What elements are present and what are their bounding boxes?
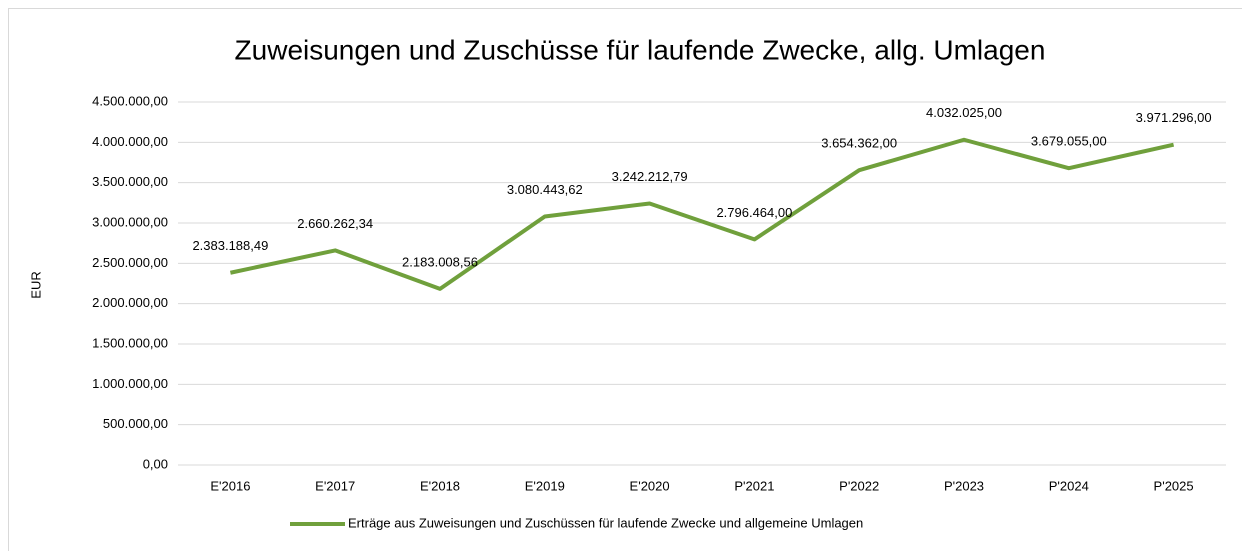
- data-label: 3.654.362,00: [821, 136, 897, 151]
- data-label: 3.971.296,00: [1136, 110, 1212, 125]
- data-label: 2.183.008,56: [402, 254, 478, 269]
- legend-label: Erträge aus Zuweisungen und Zuschüssen f…: [348, 515, 863, 530]
- data-label: 2.660.262,34: [297, 216, 373, 231]
- x-tick-label: E'2016: [210, 478, 250, 493]
- data-label: 2.796.464,00: [716, 205, 792, 220]
- y-tick-label: 0,00: [143, 456, 168, 471]
- x-tick-label: P'2024: [1049, 478, 1089, 493]
- x-tick-label: E'2020: [630, 478, 670, 493]
- x-tick-label: E'2018: [420, 478, 460, 493]
- y-tick-label: 3.500.000,00: [92, 174, 168, 189]
- x-tick-label: P'2022: [839, 478, 879, 493]
- data-label: 4.032.025,00: [926, 105, 1002, 120]
- y-tick-label: 4.000.000,00: [92, 134, 168, 149]
- y-tick-label: 4.500.000,00: [92, 93, 168, 108]
- chart-title: Zuweisungen und Zuschüsse für laufende Z…: [235, 34, 1046, 65]
- x-tick-label: E'2019: [525, 478, 565, 493]
- x-tick-label: E'2017: [315, 478, 355, 493]
- x-tick-label: P'2021: [734, 478, 774, 493]
- x-tick-label: P'2023: [944, 478, 984, 493]
- data-line: [229, 137, 1175, 291]
- y-tick-label: 2.000.000,00: [92, 295, 168, 310]
- data-label: 3.080.443,62: [507, 182, 583, 197]
- y-tick-label: 500.000,00: [103, 416, 168, 431]
- y-tick-label: 1.000.000,00: [92, 376, 168, 391]
- y-tick-label: 2.500.000,00: [92, 255, 168, 270]
- y-tick-label: 3.000.000,00: [92, 214, 168, 229]
- data-label: 2.383.188,49: [192, 238, 268, 253]
- data-label: 3.679.055,00: [1031, 134, 1107, 149]
- data-label: 3.242.212,79: [612, 169, 688, 184]
- chart-border: [8, 8, 1242, 551]
- x-tick-label: P'2025: [1154, 478, 1194, 493]
- y-tick-label: 1.500.000,00: [92, 335, 168, 350]
- y-axis-label: EUR: [28, 271, 43, 298]
